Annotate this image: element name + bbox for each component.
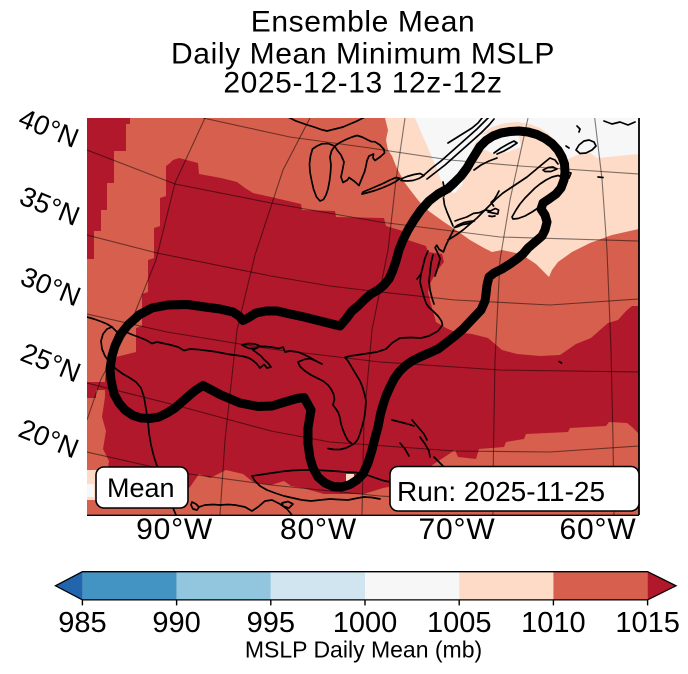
svg-text:90°W: 90°W bbox=[136, 513, 213, 546]
svg-text:985: 985 bbox=[58, 607, 106, 639]
svg-text:995: 995 bbox=[247, 607, 295, 639]
svg-text:2025-12-13 12z-12z: 2025-12-13 12z-12z bbox=[223, 67, 502, 100]
svg-text:Run: 2025-11-25: Run: 2025-11-25 bbox=[397, 476, 605, 507]
svg-text:1000: 1000 bbox=[333, 607, 398, 639]
svg-text:1015: 1015 bbox=[615, 607, 680, 639]
svg-text:60°W: 60°W bbox=[560, 513, 637, 546]
svg-text:Daily Mean Minimum MSLP: Daily Mean Minimum MSLP bbox=[171, 38, 555, 71]
svg-text:1010: 1010 bbox=[521, 607, 586, 639]
svg-text:Ensemble Mean: Ensemble Mean bbox=[251, 6, 476, 39]
svg-text:MSLP Daily Mean (mb): MSLP Daily Mean (mb) bbox=[245, 637, 482, 663]
svg-text:990: 990 bbox=[152, 607, 200, 639]
svg-text:Mean: Mean bbox=[107, 473, 175, 503]
svg-text:80°W: 80°W bbox=[280, 513, 357, 546]
svg-text:70°W: 70°W bbox=[419, 513, 496, 546]
svg-text:1005: 1005 bbox=[427, 607, 492, 639]
